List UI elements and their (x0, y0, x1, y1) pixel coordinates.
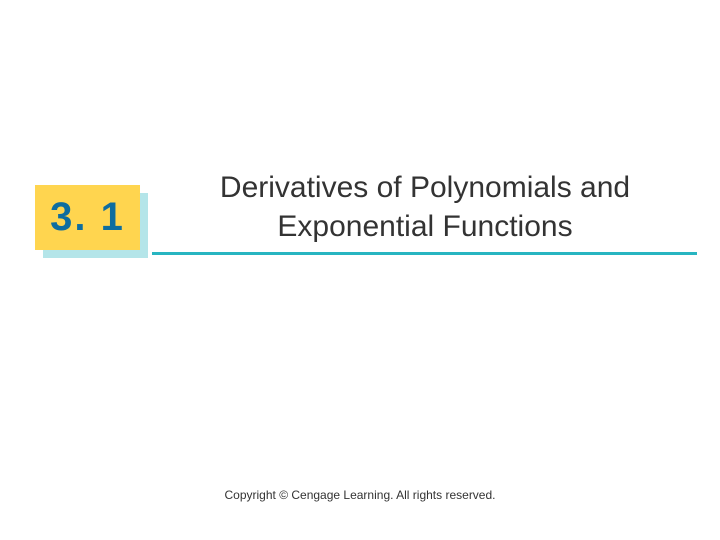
section-badge: 3. 1 (35, 185, 140, 255)
title-underline (152, 252, 697, 255)
title-line-1: Derivatives of Polynomials and (180, 168, 670, 207)
badge-front: 3. 1 (35, 185, 140, 250)
copyright-text: Copyright © Cengage Learning. All rights… (0, 488, 720, 502)
section-number: 3. 1 (50, 195, 125, 240)
title-line-2: Exponential Functions (180, 207, 670, 246)
title-area: Derivatives of Polynomials and Exponenti… (180, 168, 670, 246)
